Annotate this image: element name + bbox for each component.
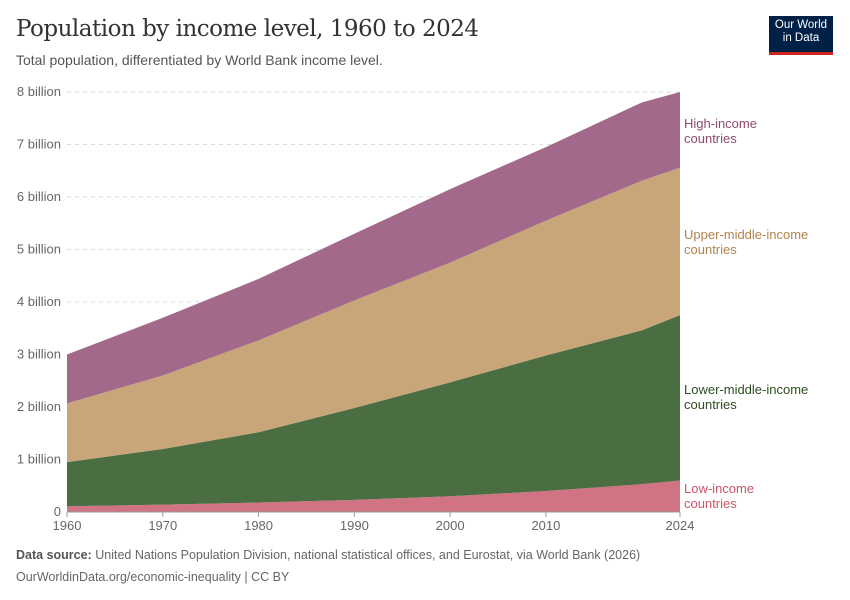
- source-label: Data source:: [16, 548, 92, 562]
- y-tick-label: 5 billion: [17, 242, 61, 257]
- chart-title: Population by income level, 1960 to 2024: [16, 16, 479, 42]
- y-tick-label: 4 billion: [17, 294, 61, 309]
- chart-subtitle: Total population, differentiated by Worl…: [16, 52, 383, 68]
- y-tick-label: 8 billion: [17, 84, 61, 99]
- y-tick-label: 3 billion: [17, 347, 61, 362]
- series-label: Upper-middle-income countries: [684, 227, 808, 257]
- y-tick-label: 2 billion: [17, 399, 61, 414]
- series-label: High-income countries: [684, 116, 757, 146]
- x-tick-label: 1970: [148, 518, 177, 533]
- y-tick-label: 6 billion: [17, 189, 61, 204]
- series-label: Lower-middle-income countries: [684, 382, 808, 412]
- y-tick-label: 0: [54, 504, 61, 519]
- x-tick-label: 1980: [244, 518, 273, 533]
- series-label: Low-income countries: [684, 481, 754, 511]
- owid-logo[interactable]: Our World in Data: [769, 16, 833, 55]
- y-tick-label: 7 billion: [17, 137, 61, 152]
- source-text: United Nations Population Division, nati…: [95, 548, 641, 562]
- x-tick-label: 1990: [340, 518, 369, 533]
- y-tick-label: 1 billion: [17, 452, 61, 467]
- x-tick-label: 2024: [666, 518, 695, 533]
- x-tick-label: 2000: [436, 518, 465, 533]
- x-tick-label: 1960: [53, 518, 82, 533]
- x-tick-label: 2010: [531, 518, 560, 533]
- source-url[interactable]: OurWorldinData.org/economic-inequality |…: [16, 570, 290, 584]
- data-source: Data source: United Nations Population D…: [16, 548, 640, 562]
- chart-svg: 0 1 billion 2 billion 3 billion 4 billion 5 b…: [17, 84, 808, 533]
- area-high-income-countries[interactable]: [67, 92, 680, 404]
- area-low-income-countries[interactable]: [67, 480, 680, 513]
- area-upper-middle-income-countries[interactable]: [67, 167, 680, 463]
- area-lower-middle-income-countries[interactable]: [67, 315, 680, 507]
